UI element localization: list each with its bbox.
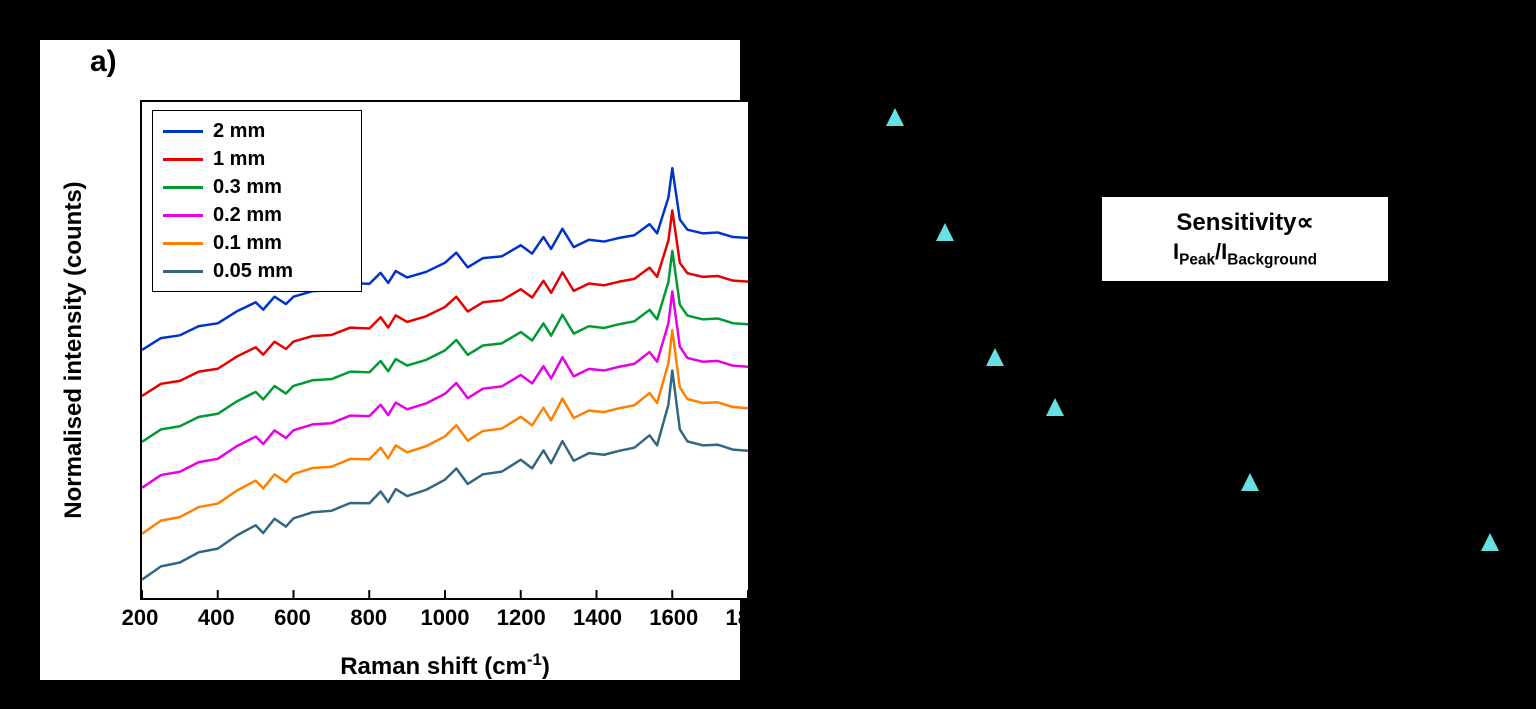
panel-a-xtick: 1600 <box>649 605 698 631</box>
legend-label: 0.2 mm <box>213 204 282 227</box>
legend-item: 0.1 mm <box>163 229 351 257</box>
panel-b: Sensitivity∝ IPeak/IBackground <box>770 0 1536 709</box>
legend-swatch <box>163 242 203 245</box>
scatter-marker <box>1481 533 1499 551</box>
panel-a-xlabel: Raman shift (cm-1) <box>140 650 750 681</box>
panel-a-xtick: 600 <box>274 605 311 631</box>
panel-a-legend: 2 mm 1 mm 0.3 mm 0.2 mm 0.1 mm 0.05 mm <box>152 110 362 292</box>
legend-swatch <box>163 270 203 273</box>
legend-label: 1 mm <box>213 148 265 171</box>
legend-swatch <box>163 158 203 161</box>
scatter-marker <box>936 223 954 241</box>
panel-a-label: a) <box>90 45 117 79</box>
panel-a-xtick: 400 <box>198 605 235 631</box>
panel-a-xtick: 1400 <box>573 605 622 631</box>
legend-swatch <box>163 130 203 133</box>
scatter-marker <box>886 108 904 126</box>
legend-label: 0.05 mm <box>213 260 293 283</box>
legend-swatch <box>163 186 203 189</box>
spectrum-line <box>142 291 748 487</box>
panel-b-annotation: Sensitivity∝ IPeak/IBackground <box>1100 195 1390 283</box>
legend-item: 1 mm <box>163 145 351 173</box>
legend-swatch <box>163 214 203 217</box>
legend-item: 0.2 mm <box>163 201 351 229</box>
scatter-marker <box>1046 398 1064 416</box>
figure-root: a) 200 400 600 800 1000 1200 1400 1600 1800 Rama… <box>0 0 1536 709</box>
legend-item: 2 mm <box>163 117 351 145</box>
panel-a-xtick: 200 <box>122 605 159 631</box>
legend-label: 0.3 mm <box>213 176 282 199</box>
annotation-line2: IPeak/IBackground <box>1118 238 1372 270</box>
scatter-marker <box>986 348 1004 366</box>
panel-a-xtick: 1200 <box>497 605 546 631</box>
panel-a-ylabel: Normalised intensity (counts) <box>60 100 100 600</box>
panel-a-xtick: 1800 <box>726 605 775 631</box>
scatter-marker <box>1241 473 1259 491</box>
panel-a-xtick: 1000 <box>421 605 470 631</box>
panel-a: a) 20040060080010001200140016001800 Rama… <box>40 40 740 680</box>
legend-label: 0.1 mm <box>213 232 282 255</box>
legend-label: 2 mm <box>213 120 265 143</box>
legend-item: 0.3 mm <box>163 173 351 201</box>
panel-a-xtick: 800 <box>350 605 387 631</box>
annotation-line1: Sensitivity∝ <box>1118 207 1372 238</box>
legend-item: 0.05 mm <box>163 257 351 285</box>
